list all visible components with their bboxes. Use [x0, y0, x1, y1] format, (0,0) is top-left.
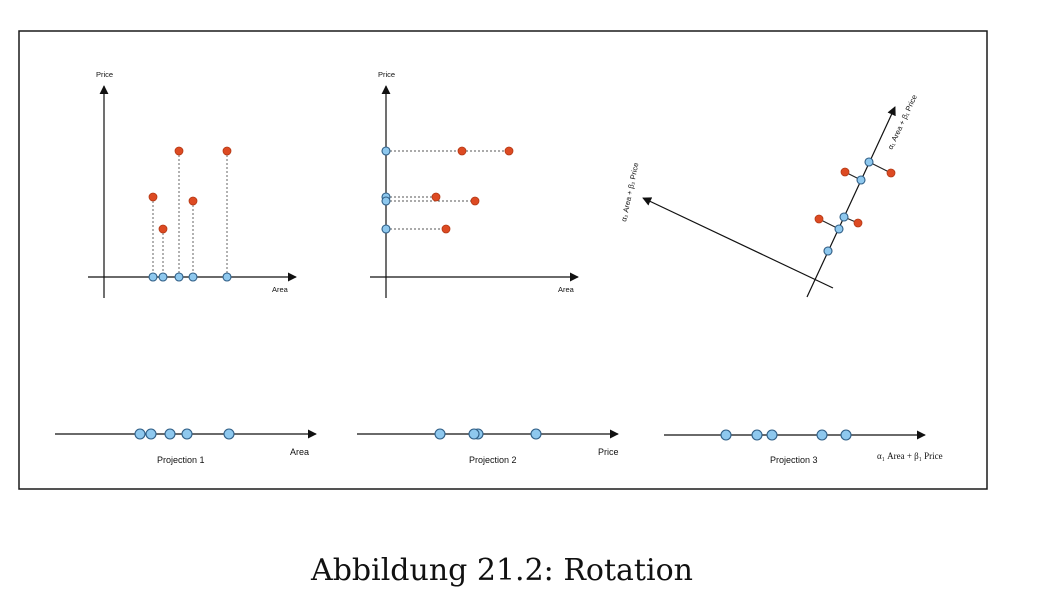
projection-1-point	[223, 428, 235, 440]
panel-2-projected-point	[381, 146, 391, 156]
projection-3-point	[720, 429, 732, 441]
panel-2-data-point	[504, 146, 514, 156]
panel-3-secondary-axis	[642, 197, 834, 289]
panel-2-projected-point	[381, 196, 391, 206]
panel-1-data-point	[158, 224, 168, 234]
projection-1-title: Projection 1	[157, 455, 205, 465]
projection-3-line: Projection 3 α₁ Area + β₁ Price	[664, 429, 943, 465]
figure-caption: Abbildung 21.2: Rotation	[310, 553, 693, 588]
figure-frame	[18, 30, 988, 490]
panel-2-data-point	[441, 224, 451, 234]
projection-3-point	[816, 429, 828, 441]
panel-3-primary-axis-label: α₁ Area + β₁ Price	[886, 93, 919, 151]
projection-1-line: Projection 1 Area	[55, 428, 317, 465]
panel-1-scatter: Price Area	[88, 70, 297, 298]
panel-2-scatter: Price Area	[370, 70, 579, 298]
panel-3-primary-axis	[806, 106, 896, 298]
panel-1-data-point	[174, 146, 184, 156]
panel-1-projected-point	[158, 272, 168, 282]
panel-1-projected-point	[174, 272, 184, 282]
projection-3-point	[840, 429, 852, 441]
panel-1-projected-point	[222, 272, 232, 282]
projection-2-point	[468, 428, 480, 440]
panel-1-data-point	[222, 146, 232, 156]
panel-1-x-label: Area	[272, 285, 289, 294]
panel-3-projected-point	[856, 175, 866, 185]
panel-3-projected-point	[834, 224, 844, 234]
projection-2-title: Projection 2	[469, 455, 517, 465]
panel-3-projected-point	[823, 246, 833, 256]
panel-2-projected-point	[381, 224, 391, 234]
panel-2-x-label: Area	[558, 285, 575, 294]
panel-2-y-label: Price	[378, 70, 395, 79]
panel-1-y-label: Price	[96, 70, 113, 79]
panel-3-secondary-axis-label: α₂ Area + β₂ Price	[619, 162, 640, 223]
projection-1-point	[134, 428, 146, 440]
projection-3-point	[751, 429, 763, 441]
panel-3-data-point	[853, 218, 863, 228]
projection-1-axis-label: Area	[290, 447, 309, 457]
projection-1-point	[164, 428, 176, 440]
projection-2-line: Projection 2 Price	[357, 428, 619, 465]
panel-3-data-point	[886, 168, 896, 178]
projection-1-point	[145, 428, 157, 440]
projection-2-point	[530, 428, 542, 440]
panel-2-data-point	[457, 146, 467, 156]
panel-3-data-point	[840, 167, 850, 177]
projection-2-point	[434, 428, 446, 440]
panel-2-data-point	[431, 192, 441, 202]
projection-1-point	[181, 428, 193, 440]
projection-3-title: Projection 3	[770, 455, 818, 465]
panel-2-data-point	[470, 196, 480, 206]
panel-3-projected-point	[864, 157, 874, 167]
projection-2-axis-label: Price	[598, 447, 619, 457]
panel-3-data-point	[814, 214, 824, 224]
panel-3-projected-point	[839, 212, 849, 222]
projection-3-axis-label: α₁ Area + β₁ Price	[877, 451, 943, 461]
panel-1-data-point	[188, 196, 198, 206]
panel-1-projected-point	[148, 272, 158, 282]
panel-3-rotated: α₁ Area + β₁ Price α₂ Area + β₂ Price	[619, 93, 919, 298]
projection-3-point	[766, 429, 778, 441]
panel-1-data-point	[148, 192, 158, 202]
panel-1-projected-point	[188, 272, 198, 282]
